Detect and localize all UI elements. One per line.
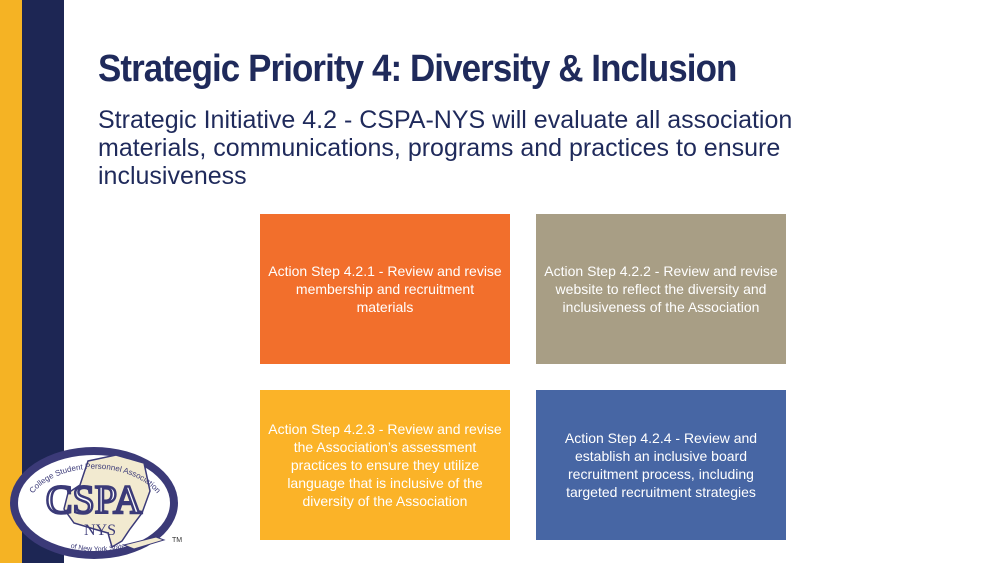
action-step-4-2-3: Action Step 4.2.3 - Review and revise th…: [260, 390, 510, 540]
long-island-icon: [122, 536, 166, 550]
left-gold-stripe: [0, 0, 22, 563]
action-step-text: Action Step 4.2.2 - Review and revise we…: [544, 263, 778, 315]
logo-sub-text: NYS: [84, 522, 116, 539]
logo-arc-bottom-text: of New York State: [70, 543, 126, 554]
action-step-text: Action Step 4.2.1 - Review and revise me…: [268, 263, 502, 315]
logo-main-text: CSPA: [46, 477, 143, 522]
trademark-mark: TM: [172, 537, 183, 544]
action-step-text: Action Step 4.2.4 - Review and establish…: [564, 430, 758, 500]
slide-subtitle: Strategic Initiative 4.2 - CSPA-NYS will…: [98, 106, 793, 190]
action-step-4-2-4: Action Step 4.2.4 - Review and establish…: [536, 390, 786, 540]
action-step-4-2-2: Action Step 4.2.2 - Review and revise we…: [536, 214, 786, 364]
action-step-text: Action Step 4.2.3 - Review and revise th…: [268, 421, 502, 509]
action-step-4-2-1: Action Step 4.2.1 - Review and revise me…: [260, 214, 510, 364]
new-york-state-icon: [63, 454, 151, 549]
cspa-nys-logo: College Student Personnel Association of…: [10, 447, 178, 559]
slide-title: Strategic Priority 4: Diversity & Inclus…: [98, 48, 737, 90]
